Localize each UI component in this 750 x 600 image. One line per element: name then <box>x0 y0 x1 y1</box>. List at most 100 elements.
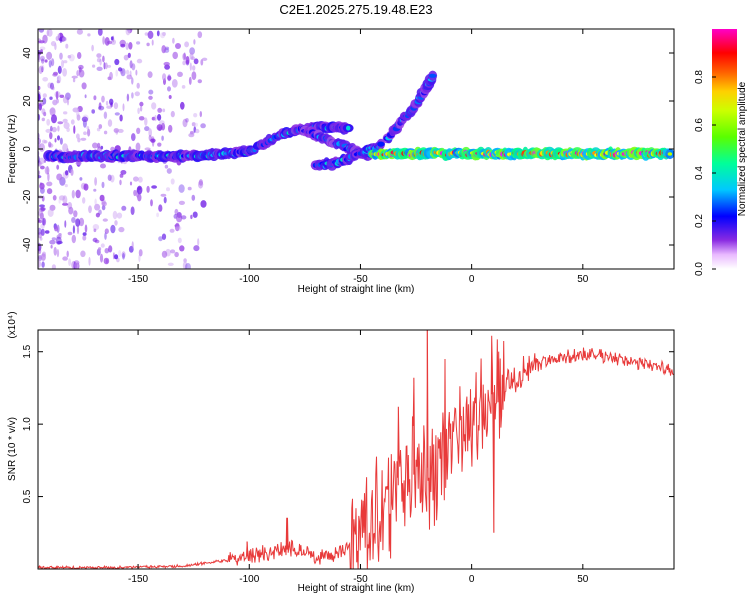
heatmap-noise-cell <box>95 212 100 218</box>
heatmap-noise-cell <box>57 65 62 74</box>
heatmap-noise-cell <box>127 52 131 59</box>
heatmap-noise-cell <box>126 93 130 102</box>
heatmap-noise-cell <box>135 69 138 76</box>
heatmap-noise-cell <box>162 108 166 113</box>
heatmap-noise-cell <box>118 67 123 72</box>
heatmap-noise-cell <box>77 52 82 59</box>
heatmap-noise-cell <box>119 114 123 122</box>
heatmap-noise-cell <box>73 125 76 134</box>
heatmap-noise-cell <box>47 29 53 37</box>
heatmap-noise-cell <box>55 236 62 245</box>
y-tick-label: 0.5 <box>22 489 33 503</box>
heatmap-noise-cell <box>39 46 46 51</box>
heatmap-noise-cell <box>64 220 67 228</box>
heatmap-noise-cell <box>49 107 56 116</box>
heatmap-noise-cell <box>54 138 57 143</box>
snr-line <box>38 330 674 569</box>
heatmap-noise-cell <box>191 71 197 80</box>
heatmap-noise-cell <box>178 184 185 193</box>
heatmap-noise-cell <box>161 135 164 141</box>
heatmap-noise-cell <box>174 208 179 216</box>
heatmap-noise-cell <box>61 37 67 42</box>
heatmap-noise-cell <box>188 76 192 85</box>
heatmap-noise-cell <box>51 114 57 124</box>
heatmap-noise-cell <box>200 200 207 208</box>
heatmap-noise-cell <box>62 256 68 261</box>
heatmap-noise-cell <box>163 61 170 66</box>
heatmap-noise-cell <box>101 201 107 207</box>
heatmap-noise-cell <box>70 119 75 125</box>
heatmap-noise-cell <box>193 58 199 65</box>
heatmap-noise-cell <box>106 105 112 109</box>
heatmap-noise-cell <box>45 128 52 133</box>
heatmap-noise-cell <box>110 224 116 234</box>
heatmap-noise-cell <box>92 224 100 231</box>
heatmap-noise-cell <box>98 124 103 129</box>
heatmap-noise-cell <box>113 102 119 110</box>
heatmap-noise-cell <box>43 159 47 163</box>
heatmap-noise-cell <box>77 137 81 143</box>
heatmap-noise-cell <box>133 189 137 197</box>
heatmap-noise-cell <box>94 177 97 186</box>
heatmap-noise-cell <box>178 200 185 205</box>
heatmap-noise-cell <box>51 264 56 269</box>
heatmap-noise-cell <box>62 96 68 104</box>
heatmap-noise-cell <box>46 51 53 61</box>
heatmap-noise-cell <box>137 193 142 202</box>
x-tick-label: -100 <box>239 274 259 285</box>
spectrogram-panel: -150 -100 -50 0 50 -40 -20 0 20 40 Height of stra… <box>7 28 675 295</box>
heatmap-noise-cell <box>118 226 125 233</box>
heatmap-noise-cell <box>190 214 193 220</box>
heatmap-noise-cell <box>72 107 79 113</box>
heatmap-noise-cell <box>41 117 45 122</box>
heatmap-trace-cell <box>346 125 351 131</box>
heatmap-noise-cell <box>167 262 174 266</box>
heatmap-noise-cell <box>158 236 163 242</box>
heatmap-noise-cell <box>138 249 143 257</box>
heatmap-noise-cell <box>131 63 136 71</box>
heatmap-noise-cell <box>170 249 176 254</box>
heatmap-noise-cell <box>58 198 61 204</box>
heatmap-noise-cell <box>38 210 44 216</box>
heatmap-noise-cell <box>102 55 105 63</box>
heatmap-noise-cell <box>197 31 203 39</box>
heatmap-noise-cell <box>174 224 180 228</box>
heatmap-noise-cell <box>65 43 69 49</box>
heatmap-noise-cell <box>189 62 192 71</box>
heatmap-noise-cell <box>102 36 105 45</box>
heatmap-noise-cell <box>57 125 60 132</box>
heatmap-noise-cell <box>120 170 127 175</box>
heatmap-noise-cell <box>88 205 92 214</box>
heatmap-noise-cell <box>154 115 157 122</box>
snr-axis-ticks: -150 -100 -50 0 50 0.5 1.0 1.5 <box>22 330 674 585</box>
heatmap-noise-cell <box>38 232 43 239</box>
heatmap-noise-cell <box>48 60 52 68</box>
heatmap-noise-cell <box>166 168 172 174</box>
heatmap-noise-cell <box>107 174 112 181</box>
heatmap-noise-cell <box>98 247 102 251</box>
heatmap-noise-cell <box>191 56 195 60</box>
heatmap-noise-cell <box>137 107 140 115</box>
heatmap-noise-cell <box>39 204 45 208</box>
heatmap-noise-cell <box>97 29 103 36</box>
heatmap-noise-cell <box>49 132 53 140</box>
heatmap-noise-cell <box>182 60 186 66</box>
heatmap-trace-cell <box>667 152 673 156</box>
heatmap-noise-cell <box>146 185 150 193</box>
heatmap-noise-cell <box>161 250 168 258</box>
heatmap-noise-cell <box>150 138 156 143</box>
heatmap-noise-cell <box>62 118 68 123</box>
heatmap-noise-cell <box>136 58 143 64</box>
heatmap-noise-cell <box>164 164 169 169</box>
x-tick-label: -150 <box>128 574 148 585</box>
heatmap-noise-cell <box>122 103 125 112</box>
heatmap-noise-cell <box>91 109 95 114</box>
heatmap-noise-cell <box>87 33 91 37</box>
heatmap-noise-cell <box>39 206 42 214</box>
heatmap-noise-cell <box>43 111 47 117</box>
heatmap-noise-cell <box>56 98 59 104</box>
heatmap-noise-cell <box>126 69 130 75</box>
heatmap-noise-cell <box>84 224 88 233</box>
heatmap-noise-cell <box>182 261 188 269</box>
heatmap-noise-cell <box>199 111 202 118</box>
